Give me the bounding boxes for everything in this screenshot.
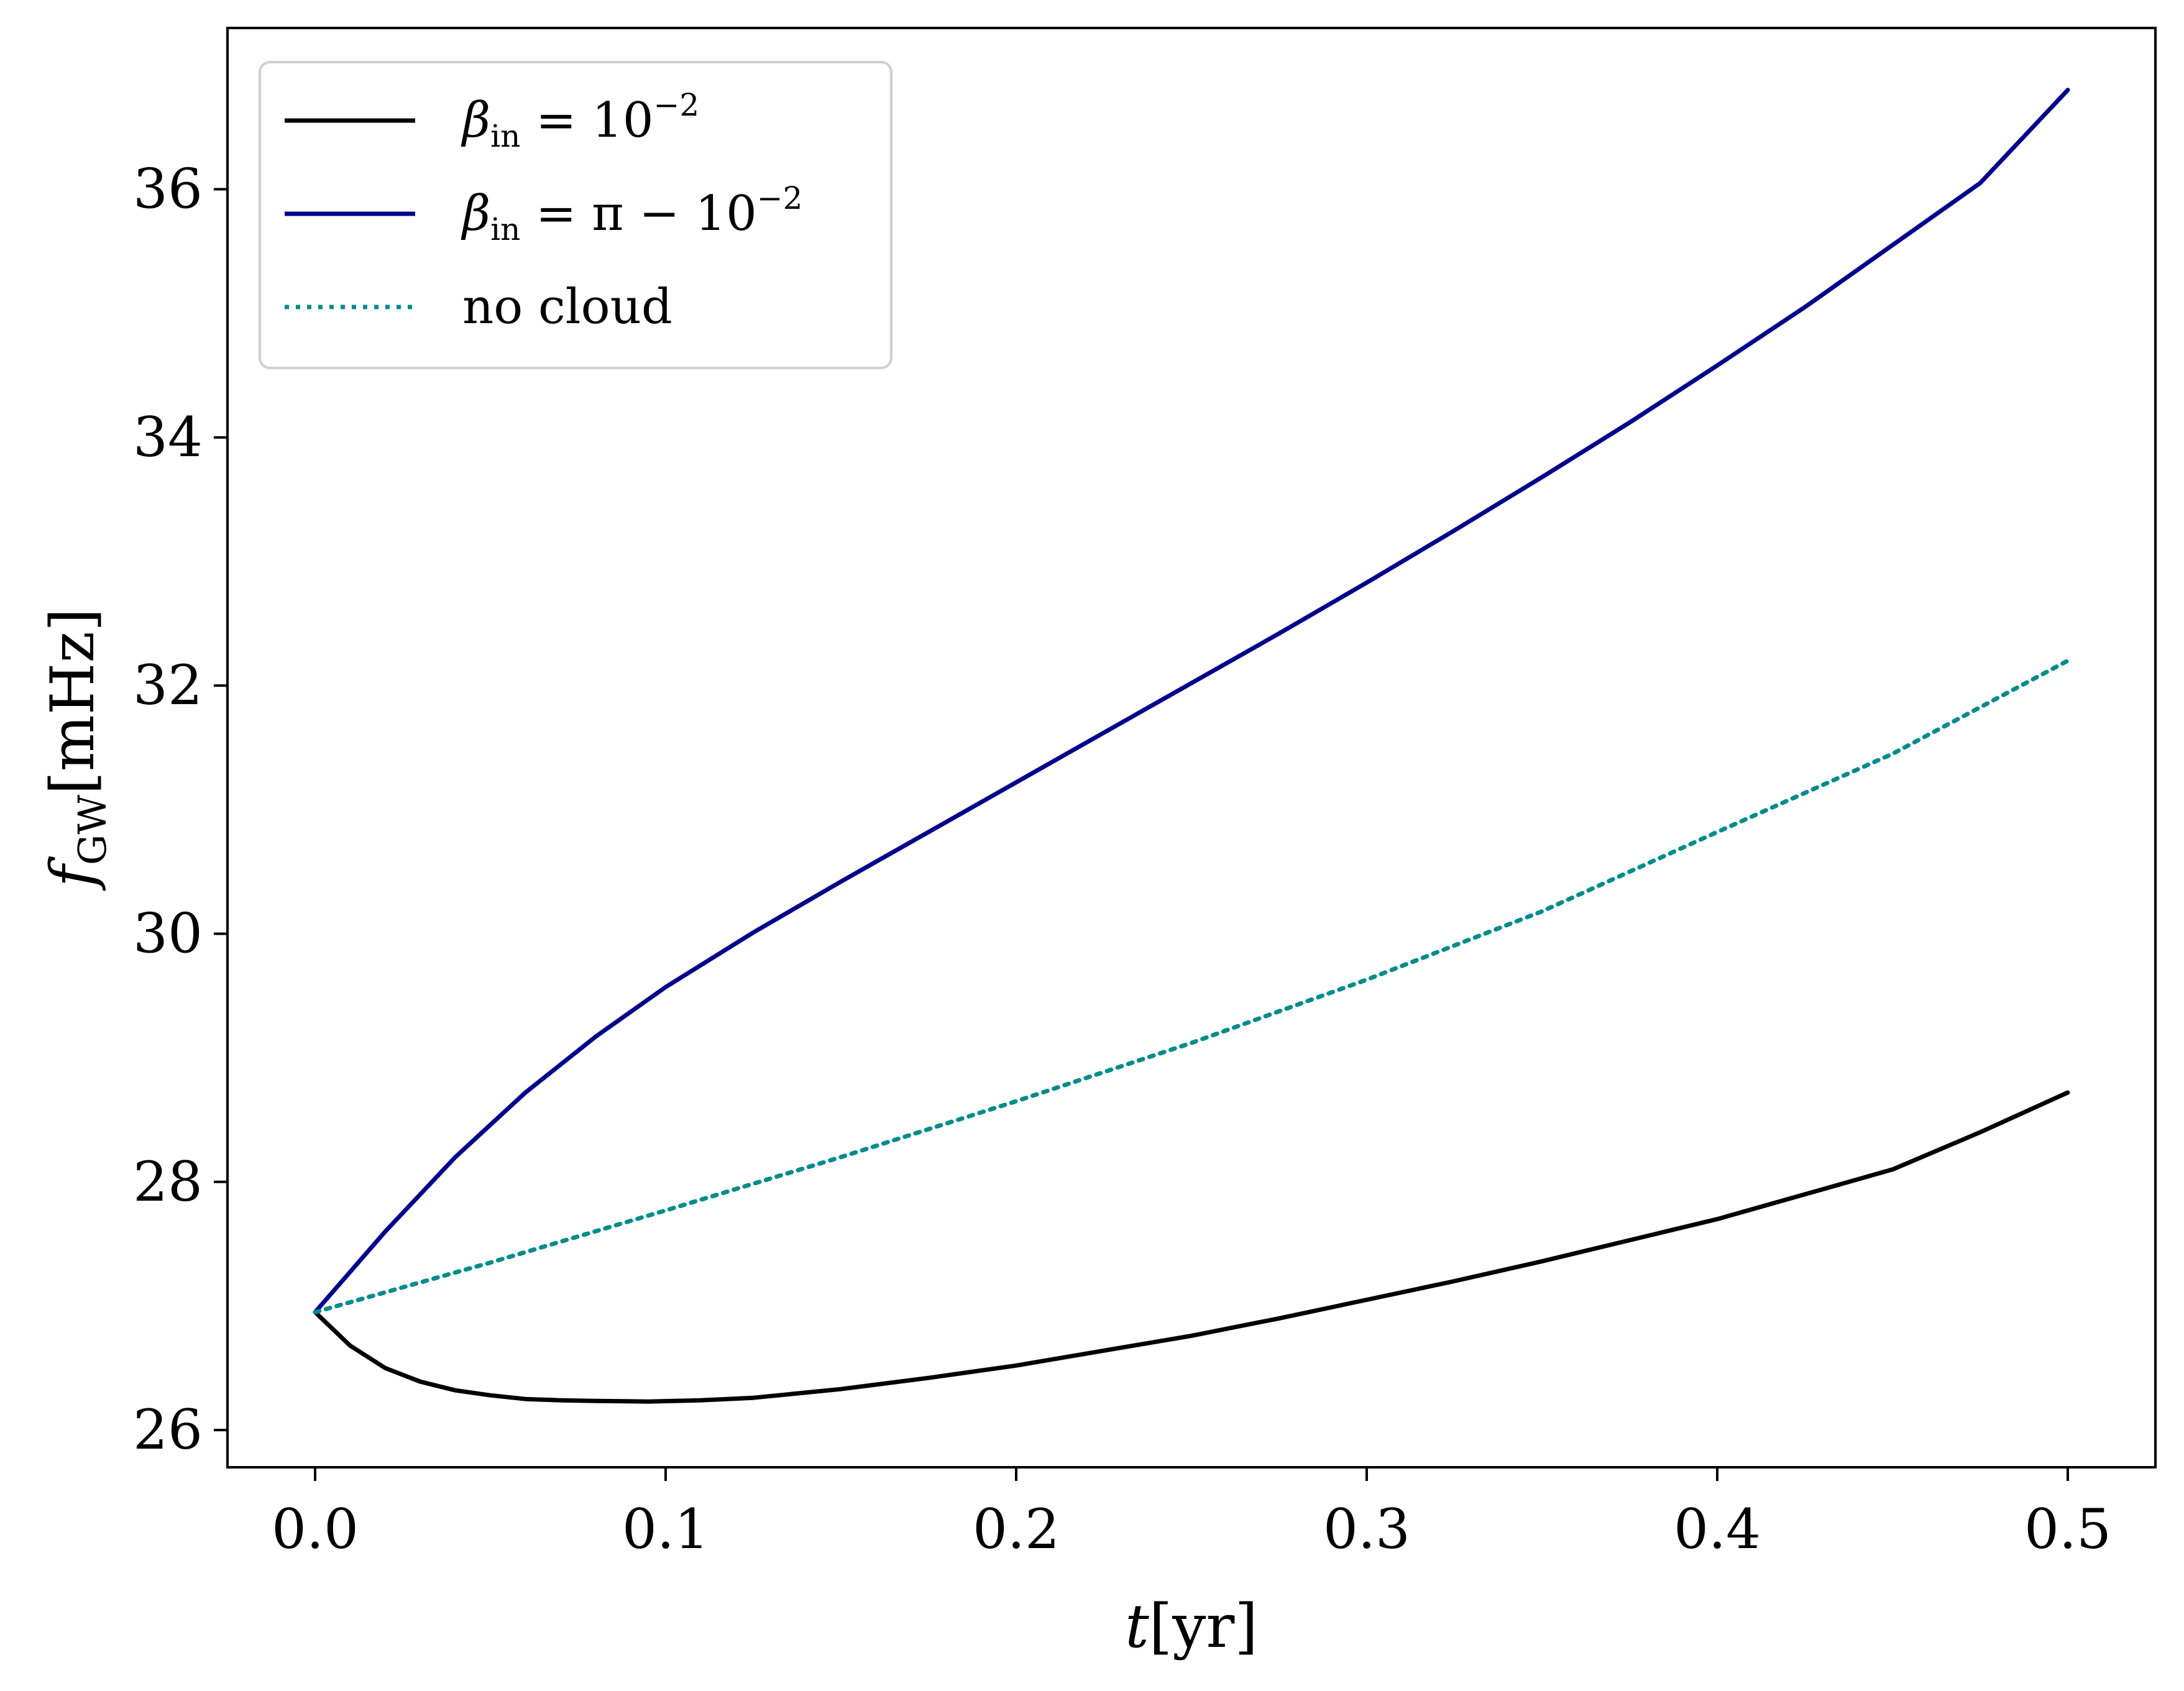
x-axis: 0.0 0.1 0.2 0.3 0.4 0.5 — [272, 1467, 2111, 1561]
legend-entry: βin = 10−2 — [285, 87, 699, 154]
legend-label: βin = 10−2 — [461, 87, 699, 154]
x-axis-label-variable: t — [1125, 1592, 1149, 1661]
y-axis-label: fGW[mHz] — [38, 608, 115, 891]
series-line-0 — [313, 1090, 2070, 1404]
legend-label: no cloud — [462, 279, 672, 335]
y-tick-label: 26 — [133, 1398, 203, 1462]
legend-text: = 10 — [520, 93, 653, 149]
legend-symbol: β — [461, 186, 490, 242]
legend-entry: βin = π − 10−2 — [285, 180, 802, 247]
y-tick-label: 30 — [133, 901, 203, 965]
legend-superscript: −2 — [757, 180, 803, 216]
legend-subscript: in — [490, 118, 520, 154]
x-tick-label: 0.0 — [272, 1497, 359, 1561]
x-axis-label: t[yr] — [1125, 1592, 1258, 1661]
legend-text: = π − 10 — [520, 186, 756, 242]
x-tick-label: 0.1 — [622, 1497, 709, 1561]
x-tick-label: 0.2 — [973, 1497, 1060, 1561]
legend: βin = 10−2 βin = π − 10−2 no cloud — [259, 61, 892, 369]
legend-superscript: −2 — [654, 87, 700, 123]
y-axis-label-subscript: GW — [70, 794, 115, 865]
legend-subscript: in — [490, 211, 520, 247]
y-tick-label: 32 — [133, 653, 203, 717]
legend-entry: no cloud — [285, 279, 672, 335]
legend-box — [259, 61, 892, 369]
legend-symbol: β — [461, 93, 490, 149]
y-axis: 26 28 30 32 34 36 — [133, 157, 227, 1462]
y-tick-label: 28 — [133, 1150, 203, 1214]
plot-frame — [226, 27, 2157, 1469]
series-line-1 — [313, 88, 2070, 1314]
legend-label: βin = π − 10−2 — [461, 180, 802, 247]
y-tick-label: 34 — [133, 405, 203, 469]
x-tick-label: 0.5 — [2024, 1497, 2111, 1561]
legend-text: no cloud — [462, 279, 672, 335]
x-axis-label-unit: [yr] — [1149, 1592, 1258, 1661]
y-axis-label-unit: [mHz] — [38, 608, 108, 794]
series-line-2 — [313, 658, 2070, 1314]
plot-lines — [313, 88, 2070, 1404]
x-tick-label: 0.3 — [1323, 1497, 1410, 1561]
y-tick-label: 36 — [133, 157, 203, 221]
x-tick-label: 0.4 — [1674, 1497, 1761, 1561]
